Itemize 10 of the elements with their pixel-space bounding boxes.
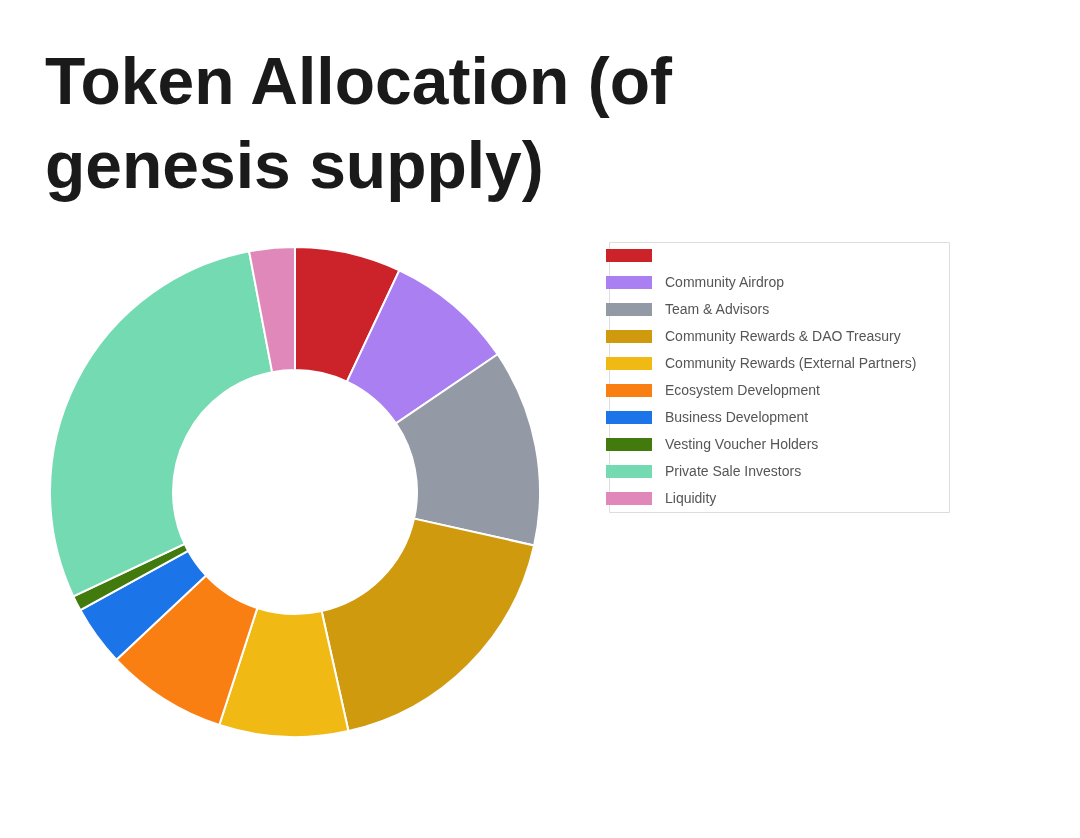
legend-label: Liquidity [665, 489, 717, 506]
legend-label: Business Development [665, 408, 809, 425]
chart-title: Token Allocation (of genesis supply) [45, 43, 673, 202]
legend-label: Vesting Voucher Holders [665, 435, 819, 452]
legend-label: Community Rewards (External Partners) [665, 354, 917, 371]
legend-label: Private Sale Investors [665, 462, 802, 479]
legend-label: Community Airdrop [665, 273, 785, 290]
legend-label: Ecosystem Development [665, 381, 820, 398]
legend-label: Community Rewards & DAO Treasury [665, 327, 901, 344]
legend-label: Team & Advisors [665, 300, 770, 317]
